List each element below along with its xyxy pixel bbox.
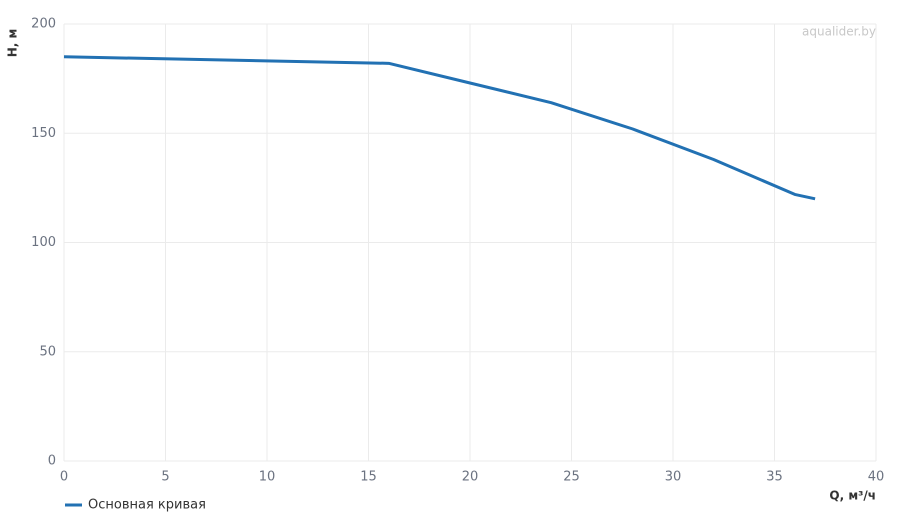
x-tick-label: 0 [60, 470, 68, 485]
y-tick-label: 200 [31, 17, 56, 32]
x-tick-label: 10 [259, 470, 276, 485]
legend-label: Основная кривая [88, 498, 206, 513]
y-axis-title: H, м [6, 29, 20, 58]
x-tick-label: 40 [868, 470, 885, 485]
x-tick-label: 35 [766, 470, 783, 485]
watermark: aqualider.by [802, 25, 876, 39]
x-tick-label: 20 [462, 470, 479, 485]
y-tick-label: 0 [48, 454, 56, 469]
y-tick-label: 150 [31, 126, 56, 141]
line [63, 55, 816, 201]
x-tick-label: 30 [665, 470, 682, 485]
x-tick-label: 5 [161, 470, 169, 485]
y-tick-label: 50 [39, 344, 56, 359]
y-tick-label: 100 [31, 235, 56, 250]
x-axis-title: Q, м³/ч [829, 489, 876, 503]
x-tick-label: 25 [563, 470, 580, 485]
x-tick-label: 15 [360, 470, 377, 485]
